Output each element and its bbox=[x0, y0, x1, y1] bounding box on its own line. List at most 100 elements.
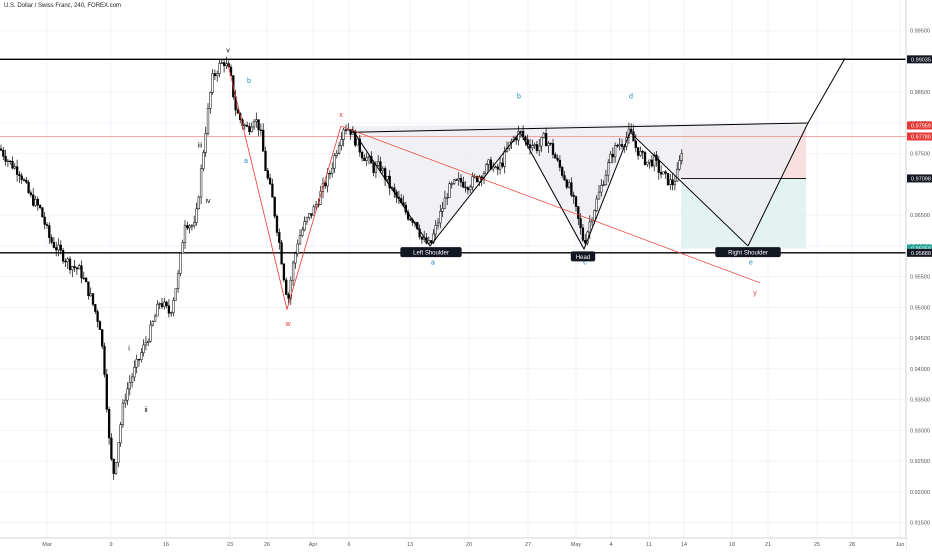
candle-body bbox=[25, 179, 28, 183]
y-tick-label: 0.99500 bbox=[910, 29, 930, 35]
x-tick-label: 23 bbox=[227, 542, 233, 548]
candle-body bbox=[503, 151, 506, 167]
candle-body bbox=[492, 166, 495, 170]
candle-body bbox=[678, 160, 681, 170]
candle-body bbox=[110, 437, 113, 460]
candle-body bbox=[183, 225, 187, 243]
wave-label-wave-a1: a bbox=[244, 158, 248, 165]
wave-label-wave-a2: a bbox=[431, 259, 435, 266]
candle-body bbox=[455, 179, 458, 181]
candle-body bbox=[406, 211, 410, 220]
candle-body bbox=[52, 242, 56, 248]
candle-body bbox=[147, 341, 150, 343]
tag-text-left-shoulder: Left Shoulder bbox=[413, 251, 449, 257]
candle-body bbox=[365, 157, 368, 161]
candle-body bbox=[259, 129, 263, 131]
candle-body bbox=[298, 235, 302, 245]
candle-body bbox=[84, 277, 88, 283]
candle-body bbox=[101, 329, 104, 347]
candle-body bbox=[287, 294, 290, 299]
candle-body bbox=[549, 142, 552, 145]
x-tick-label: 26 bbox=[264, 542, 270, 548]
tag-text-right-shoulder: Right Shoulder bbox=[728, 251, 768, 257]
y-tick-label: 0.95500 bbox=[910, 275, 930, 281]
price-label-text: 0.95888 bbox=[911, 251, 931, 257]
candle-body bbox=[565, 179, 568, 188]
candle-body bbox=[0, 148, 3, 151]
candle-body bbox=[61, 250, 65, 262]
candle-body bbox=[220, 62, 223, 64]
x-tick-label: 21 bbox=[765, 542, 771, 548]
wave-label-wave-top: v bbox=[226, 47, 230, 54]
x-tick-label: Apr bbox=[309, 542, 318, 548]
candle-body bbox=[195, 208, 198, 223]
y-tick-label: 0.92500 bbox=[910, 459, 930, 465]
candle-body bbox=[344, 129, 348, 131]
candle-body bbox=[531, 145, 534, 149]
candle-body bbox=[114, 462, 118, 474]
candle-body bbox=[170, 312, 173, 314]
candle-body bbox=[607, 162, 610, 176]
candle-body bbox=[255, 119, 258, 122]
candle-body bbox=[266, 170, 269, 179]
candle-body bbox=[324, 182, 327, 187]
candle-body bbox=[360, 151, 364, 159]
candle-body bbox=[402, 202, 405, 206]
candle-body bbox=[680, 153, 683, 161]
price-label-text: 0.97780 bbox=[911, 134, 931, 140]
candle-body bbox=[581, 227, 585, 241]
candle-body bbox=[641, 151, 644, 153]
projection-path bbox=[747, 58, 846, 247]
candle-body bbox=[462, 181, 465, 188]
candle-body bbox=[18, 174, 21, 177]
candle-body bbox=[577, 206, 580, 219]
x-tick-label: 4 bbox=[609, 542, 612, 548]
candle-body bbox=[446, 197, 449, 199]
candle-body bbox=[584, 240, 587, 244]
neckline bbox=[351, 122, 809, 133]
price-label-box bbox=[907, 174, 932, 183]
candle-body bbox=[331, 167, 334, 174]
candle-body bbox=[193, 222, 196, 226]
candle-body bbox=[36, 199, 39, 206]
candle-body bbox=[236, 109, 240, 114]
candle-body bbox=[32, 194, 35, 206]
candle-body bbox=[427, 240, 430, 244]
candle-body bbox=[103, 345, 106, 375]
candle-body bbox=[128, 382, 131, 390]
candles bbox=[0, 56, 683, 481]
wave-label-wave-x: x bbox=[339, 112, 343, 119]
candle-body bbox=[112, 458, 115, 474]
candle-body bbox=[38, 204, 42, 208]
candle-body bbox=[501, 162, 504, 167]
candle-body bbox=[262, 129, 265, 152]
candle-body bbox=[420, 236, 424, 240]
candle-body bbox=[657, 160, 660, 173]
candle-body bbox=[303, 221, 306, 231]
candle-body bbox=[485, 164, 488, 174]
candle-body bbox=[282, 263, 286, 281]
candle-body bbox=[105, 374, 108, 410]
y-tick-label: 0.96500 bbox=[910, 213, 930, 219]
candle-body bbox=[540, 137, 543, 147]
candle-body bbox=[634, 140, 637, 148]
candle-body bbox=[448, 183, 451, 198]
candle-body bbox=[459, 177, 463, 183]
candle-body bbox=[561, 167, 564, 176]
candle-body bbox=[181, 242, 184, 254]
candle-body bbox=[73, 266, 76, 268]
x-tick-label: 13 bbox=[407, 542, 413, 548]
candle-body bbox=[600, 184, 603, 193]
candle-body bbox=[379, 161, 382, 171]
candle-body bbox=[98, 321, 102, 330]
candle-body bbox=[218, 63, 221, 74]
candle-body bbox=[436, 222, 440, 226]
candle-body bbox=[595, 198, 598, 211]
candle-body bbox=[163, 301, 166, 307]
candle-body bbox=[156, 303, 159, 317]
candle-body bbox=[271, 183, 274, 198]
candle-body bbox=[41, 207, 44, 218]
candle-body bbox=[204, 133, 207, 153]
